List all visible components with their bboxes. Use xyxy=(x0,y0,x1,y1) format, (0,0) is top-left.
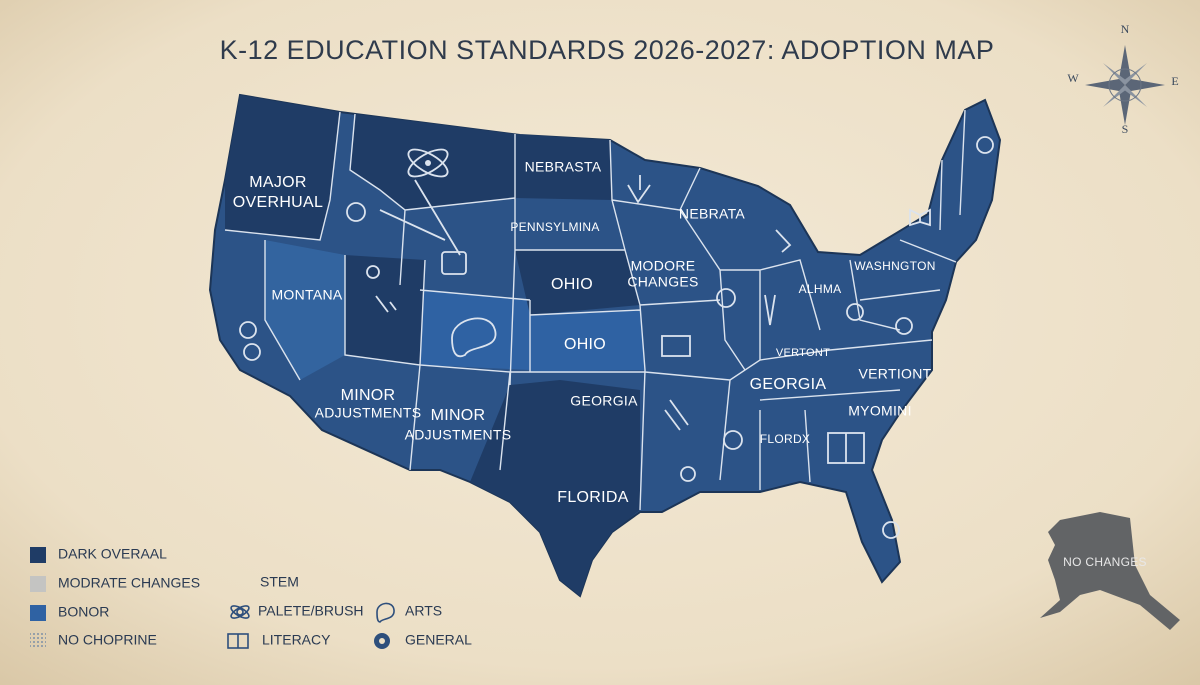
legend-swatch xyxy=(30,633,46,649)
region-shade xyxy=(350,114,515,210)
region-label: ADJUSTMENTS xyxy=(405,427,512,443)
icon-legend-label: LITERACY xyxy=(262,632,331,648)
region-shade xyxy=(515,250,640,315)
state-borders xyxy=(224,109,966,511)
legend-swatch xyxy=(30,605,46,621)
compass-e: E xyxy=(1171,74,1178,88)
legend-label: BONOR xyxy=(58,604,109,620)
icon-legend-label: PALETE/BRUSH xyxy=(258,603,364,619)
region-label: MINOR xyxy=(431,407,486,424)
region-label: GEORGIA xyxy=(750,376,827,393)
region-shade xyxy=(345,255,425,365)
icon-legend-label: STEM xyxy=(260,574,299,590)
us-map xyxy=(208,93,1002,598)
region-label: NO CHANGES xyxy=(1063,555,1147,569)
region-label: OVERHUAL xyxy=(233,194,323,211)
icon-legend-label: ARTS xyxy=(405,603,442,619)
region-label: NEBRASTA xyxy=(525,159,602,175)
region-shade xyxy=(515,134,612,200)
legend-swatch xyxy=(30,576,46,592)
region-label: MAJOR xyxy=(249,174,307,191)
region-label: WASHNGTON xyxy=(854,259,935,273)
region-shade xyxy=(470,380,640,596)
region-label: VERTIONT xyxy=(859,366,932,382)
icon-legend-label: GENERAL xyxy=(405,632,472,648)
region-label: MONTANA xyxy=(271,287,342,303)
compass-n: N xyxy=(1121,22,1130,36)
region-label: MODORE xyxy=(631,258,696,274)
legend-label: MODRATE CHANGES xyxy=(58,575,200,591)
compass xyxy=(1085,45,1165,125)
region-shade xyxy=(420,290,530,370)
region-label: ADJUSTMENTS xyxy=(315,405,422,421)
alaska xyxy=(1040,512,1180,630)
region-shade xyxy=(225,95,340,240)
region-label: MYOMINI xyxy=(848,403,912,419)
region-label: FLORDX xyxy=(760,432,810,446)
region-label: NEBRATA xyxy=(679,206,746,222)
region-label: MINOR xyxy=(341,387,396,404)
region-label: CHANGES xyxy=(627,274,698,290)
legend-swatch xyxy=(30,547,46,563)
region-label: OHIO xyxy=(564,336,606,353)
region-label: PENNSYLMINA xyxy=(510,220,599,234)
region-shade xyxy=(530,310,645,372)
map-title: K-12 EDUCATION STANDARDS 2026-2027: ADOP… xyxy=(220,35,995,65)
region-label: FLORIDA xyxy=(557,489,628,506)
compass-s: S xyxy=(1122,122,1129,136)
icon-legend xyxy=(227,602,395,649)
legend-label: DARK OVERAAL xyxy=(58,546,167,562)
region-labels: MAJOR OVERHUAL NEBRASTA PENNSYLMINA NEBR… xyxy=(233,159,1147,569)
region-label: VERTONT xyxy=(776,347,830,359)
region-label: OHIO xyxy=(551,276,593,293)
icons xyxy=(239,136,994,539)
region-label: ALHMA xyxy=(799,282,842,296)
compass-w: W xyxy=(1067,71,1079,85)
region-label: GEORGIA xyxy=(570,393,638,409)
region-shade xyxy=(265,240,345,380)
legend: DARK OVERAAL MODRATE CHANGES BONOR NO CHOPR… xyxy=(30,546,200,649)
legend-label: NO CHOPRINE xyxy=(58,632,157,648)
